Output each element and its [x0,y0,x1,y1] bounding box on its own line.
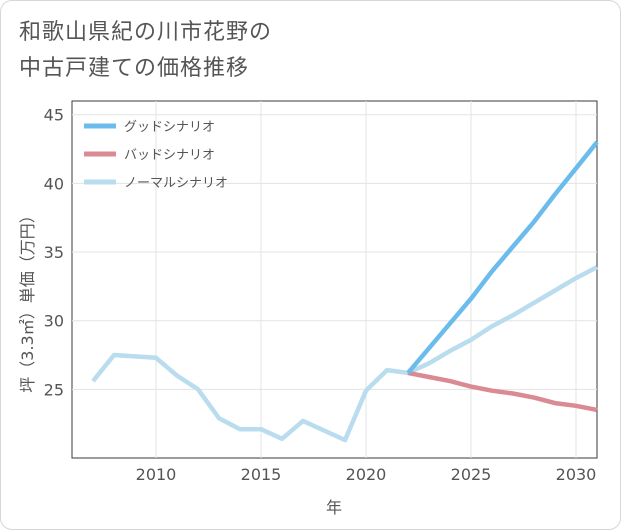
y-tick-labels: 25 30 35 40 45 [44,106,64,400]
chart-title: 和歌山県紀の川市花野の 中古戸建ての価格推移 [19,15,272,87]
x-tick-labels: 2010 2015 2020 2025 2030 [136,465,597,484]
chart-title-line-2: 中古戸建ての価格推移 [19,56,250,81]
y-tick-label: 45 [44,106,64,125]
series-line-2 [91,265,599,443]
y-tick-label: 40 [44,174,64,193]
x-tick-label: 2010 [136,465,177,484]
x-tick-label: 2020 [346,465,387,484]
series-line-1 [407,370,598,413]
x-tick-label: 2025 [451,465,492,484]
legend-label: グッドシナリオ [124,120,215,135]
y-axis-label: 坪（3.3㎡）単価（万円） [18,207,37,392]
x-tick-label: 2015 [241,465,282,484]
plot-area [71,100,598,459]
y-tick-label: 25 [44,380,64,399]
legend-label: ノーマルシナリオ [124,176,228,191]
series-line-0 [406,140,599,375]
chart-title-line-1: 和歌山県紀の川市花野の [19,20,273,45]
y-tick-label: 30 [44,312,64,331]
x-tick-label: 2030 [556,465,597,484]
y-tick-label: 35 [44,243,64,262]
series-lines [91,140,599,443]
grid-lines [72,101,597,458]
x-axis-label: 年 [326,498,342,517]
legend-label: バッドシナリオ [124,148,215,163]
